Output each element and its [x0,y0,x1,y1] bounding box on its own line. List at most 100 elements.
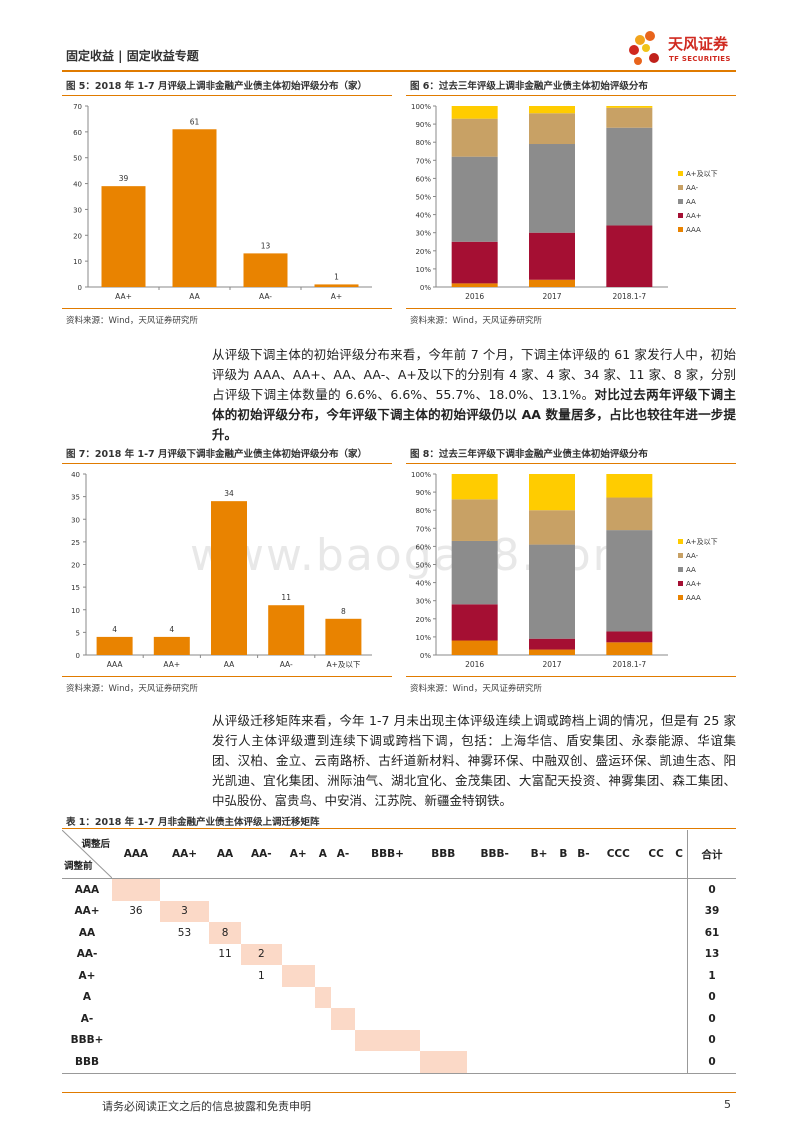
table-cell [330,1051,356,1074]
table-cell [523,879,556,901]
y-tick-label: 40% [415,580,431,588]
table-row: AAA 0 [62,878,736,901]
stack-segment [529,638,575,650]
stack-segment [451,474,498,500]
table-total-cell: 39 [687,900,736,922]
y-tick-label: 15 [71,584,80,592]
table-col-header: B [555,830,572,879]
table-col-header: BBB [419,830,467,879]
bar-value-label: 34 [224,489,234,498]
fig7-title: 图 7：2018 年 1-7 月评级下调非金融产业债主体初始评级分布（家） [66,449,367,460]
table-cell [641,879,671,901]
table-col-header: AA [209,830,242,879]
legend-label: A+及以下 [686,538,718,546]
x-tick-label: 2017 [542,660,561,669]
table-cell [467,901,523,923]
table-cell [571,1051,596,1074]
table-col-header: AA- [241,830,282,879]
y-tick-label: 70% [415,157,431,165]
stack-segment [606,474,653,498]
stack-segment [451,106,498,119]
table-cell [241,879,282,901]
table-cell [420,1008,467,1030]
stack-segment [606,127,653,226]
y-tick-label: 50 [73,155,82,163]
stack-segment [529,474,575,511]
table-cell [314,1051,331,1074]
table-row: BBB+ 0 [62,1029,736,1052]
table-cell [281,1051,315,1074]
table-cell [355,922,419,944]
y-tick-label: 0% [420,652,431,660]
table-col-header: BBB- [466,830,523,879]
bar [153,636,190,655]
x-tick-label: AA+ [115,292,132,301]
table-total-cell: 13 [687,943,736,965]
header-divider [62,70,736,72]
table-cell: 53 [177,926,192,939]
table-cell [241,901,282,923]
table-cell [331,901,356,923]
table-row: BBB 0 [62,1051,736,1074]
x-tick-label: AA- [259,292,272,301]
legend-swatch [678,553,683,558]
table-row-label: BBB [62,1051,112,1074]
table-cell [523,965,556,987]
table-cell [209,879,241,901]
table-cell [571,944,595,966]
table-cell [355,1051,420,1074]
table-cell [671,965,687,987]
table-cell [571,901,595,923]
table-cell [467,944,523,966]
stack-segment [529,232,575,280]
table-row-label: A [82,991,92,1004]
table-cell [315,944,331,966]
table-cell [571,1030,595,1052]
corner-before-label: 调整前 [64,861,93,872]
table-cell [523,922,556,944]
table-cell [330,1008,356,1030]
table-cell [160,1030,209,1052]
table-cell [596,901,641,923]
table-cell [671,901,687,923]
stack-segment [451,283,498,287]
fig8-bottom-rule [406,676,736,677]
bar-value-label: 4 [112,625,117,634]
fig5-bottom-rule [62,308,392,309]
page-number: 5 [724,1098,731,1111]
table-row: AA- 11 2 13 [62,943,736,966]
table-cell [112,944,160,966]
y-tick-label: 40 [71,471,80,479]
x-tick-label: AA+ [163,660,180,669]
table-cell [160,879,209,901]
table-cell [420,944,467,966]
table-cell [467,1030,523,1052]
table-cell [555,1051,572,1074]
table-cell [315,1008,331,1030]
bar [243,253,288,287]
table-cell [595,1051,641,1074]
x-tick-label: AA [189,292,200,301]
table-cell [641,1008,671,1030]
bar-value-label: 4 [169,625,174,634]
legend-label: AAA [686,226,701,234]
table-cell [282,1030,315,1052]
table-col-header: A- [330,830,356,879]
table-row-label: AAA [74,883,100,896]
table-cell [282,879,315,901]
table-cell [466,1051,523,1074]
y-tick-label: 20 [71,562,80,570]
table-row: AA+ 36 3 39 [62,900,736,923]
logo-text-cn: 天风证券 [668,35,729,53]
fig6-chart: 0% 10% 20% 30% 40% 50% 60% 70% 80% 90% 100% 2016 201… [411,103,718,301]
table-cell [159,1051,210,1074]
y-tick-label: 30 [73,206,82,214]
y-tick-label: 25 [71,539,80,547]
table-cell [641,965,671,987]
corner-after-label: 调整后 [81,839,110,850]
legend-swatch [678,581,683,586]
y-tick-label: 100% [411,103,431,111]
table-cell [523,901,556,923]
legend-swatch [678,185,683,190]
table-total-cell: 0 [687,1051,736,1074]
